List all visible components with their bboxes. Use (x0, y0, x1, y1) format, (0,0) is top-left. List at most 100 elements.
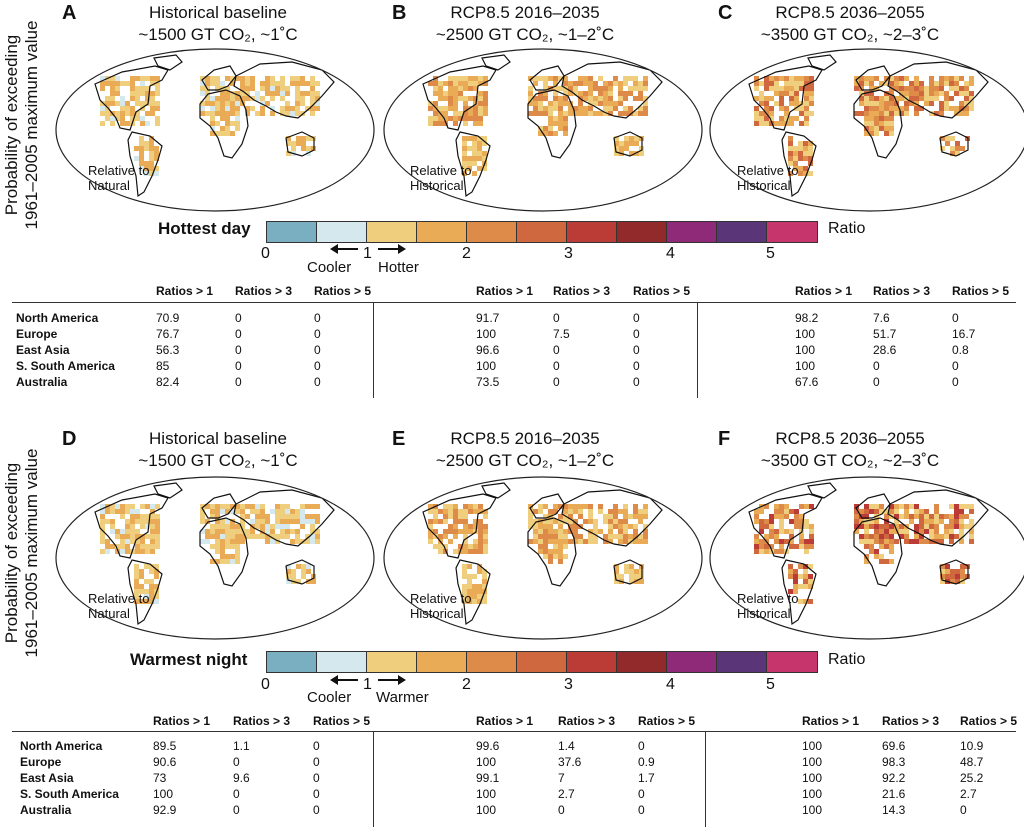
table-cell: 56.3 (156, 343, 180, 357)
swatch (317, 652, 367, 672)
swatch (767, 222, 817, 242)
map-note-f: Relative to Historical (737, 591, 799, 621)
ratio-label-top: Ratio (828, 220, 866, 237)
table-rule (12, 731, 1016, 732)
table-cell: 51.7 (873, 327, 897, 341)
table-cell: 67.6 (795, 375, 819, 389)
world-map-d (55, 476, 375, 640)
column-header: Ratios > 3 (553, 284, 611, 298)
world-map-f (709, 476, 1024, 640)
panel-title-d: Historical baseline ~1500 GT CO₂, ~1˚C (138, 429, 298, 470)
tick-3: 3 (564, 245, 573, 262)
table-cell: 0 (633, 311, 640, 325)
color-scale-warmest-night (266, 651, 818, 673)
panel-title-c: RCP8.5 2036–2055 ~3500 GT CO₂, ~2–3˚C (760, 3, 940, 44)
table-cell: 0 (952, 359, 959, 373)
table-cell: 16.7 (952, 327, 976, 341)
world-map-b (383, 48, 703, 212)
table-cell: 48.7 (960, 755, 984, 769)
column-header: Ratios > 1 (795, 284, 853, 298)
panel-letter-f: F (718, 428, 731, 450)
table-cell: 0 (233, 803, 240, 817)
table-cell: 99.1 (476, 771, 500, 785)
cooler-label: Cooler (307, 689, 352, 706)
table-cell: 0 (952, 375, 959, 389)
region-label: S. South America (20, 787, 119, 801)
table-cell: 0 (553, 311, 560, 325)
table-cell: 0 (873, 359, 880, 373)
swatch (717, 222, 767, 242)
right-arrow-icon (378, 244, 406, 254)
table-cell: 82.4 (156, 375, 180, 389)
swatch (617, 652, 667, 672)
table-cell: 0 (313, 803, 320, 817)
table-cell: 100 (802, 787, 823, 801)
panel-letter-b: B (392, 2, 407, 24)
swatch (467, 222, 517, 242)
table-cell: 0 (558, 803, 565, 817)
warmer-label: Warmer (376, 689, 429, 706)
column-header: Ratios > 5 (638, 714, 696, 728)
table-cell: 0 (633, 359, 640, 373)
region-label: East Asia (20, 771, 74, 785)
panel-letter-d: D (62, 428, 77, 450)
table-cell: 0 (952, 311, 959, 325)
world-map-c (709, 48, 1024, 212)
table-divider (373, 731, 374, 827)
table-cell: 0 (233, 755, 240, 769)
table-cell: 100 (795, 359, 816, 373)
table-cell: 21.6 (882, 787, 906, 801)
table-cell: 10.9 (960, 739, 984, 753)
table-cell: 0 (313, 755, 320, 769)
region-label: Europe (20, 755, 62, 769)
swatch (617, 222, 667, 242)
table-cell: 90.6 (153, 755, 177, 769)
column-header: Ratios > 1 (153, 714, 211, 728)
legend-title-hottest-day: Hottest day (158, 219, 251, 238)
map-note-e: Relative to Historical (410, 591, 472, 621)
table-cell: 99.6 (476, 739, 500, 753)
region-label: S. South America (16, 359, 115, 373)
table-cell: 100 (476, 359, 497, 373)
table-cell: 100 (476, 327, 497, 341)
table-cell: 0 (633, 343, 640, 357)
column-header: Ratios > 5 (314, 284, 372, 298)
table-cell: 73.5 (476, 375, 500, 389)
map-note-d: Relative to Natural (88, 591, 150, 621)
table-cell: 100 (802, 771, 823, 785)
table-cell: 92.2 (882, 771, 906, 785)
table-cell: 100 (802, 755, 823, 769)
table-cell: 89.5 (153, 739, 177, 753)
tick-4: 4 (666, 676, 675, 693)
table-cell: 1.4 (558, 739, 575, 753)
panel-title-e: RCP8.5 2016–2035 ~2500 GT CO₂, ~1–2˚C (435, 429, 615, 470)
tick-2: 2 (462, 245, 471, 262)
table-cell: 0 (553, 359, 560, 373)
world-map-e (383, 476, 703, 640)
column-header: Ratios > 5 (952, 284, 1010, 298)
tick-5: 5 (766, 245, 775, 262)
swatch (317, 222, 367, 242)
table-cell: 0 (235, 359, 242, 373)
swatch (267, 652, 317, 672)
table-cell: 0 (235, 375, 242, 389)
swatch (717, 652, 767, 672)
swatch (367, 652, 417, 672)
region-label: North America (16, 311, 99, 325)
swatch (517, 652, 567, 672)
tick-2: 2 (462, 676, 471, 693)
tick-4: 4 (666, 245, 675, 262)
hotter-label: Hotter (378, 259, 419, 276)
table-cell: 0 (553, 375, 560, 389)
table-cell: 0.8 (952, 343, 969, 357)
table-cell: 0 (233, 787, 240, 801)
table-cell: 0 (960, 803, 967, 817)
table-cell: 25.2 (960, 771, 984, 785)
table-cell: 100 (476, 755, 497, 769)
table-cell: 100 (795, 327, 816, 341)
panel-title-f: RCP8.5 2036–2055 ~3500 GT CO₂, ~2–3˚C (760, 429, 940, 470)
table-cell: 100 (153, 787, 174, 801)
table-cell: 37.6 (558, 755, 582, 769)
tick-3: 3 (564, 676, 573, 693)
column-header: Ratios > 1 (476, 284, 534, 298)
